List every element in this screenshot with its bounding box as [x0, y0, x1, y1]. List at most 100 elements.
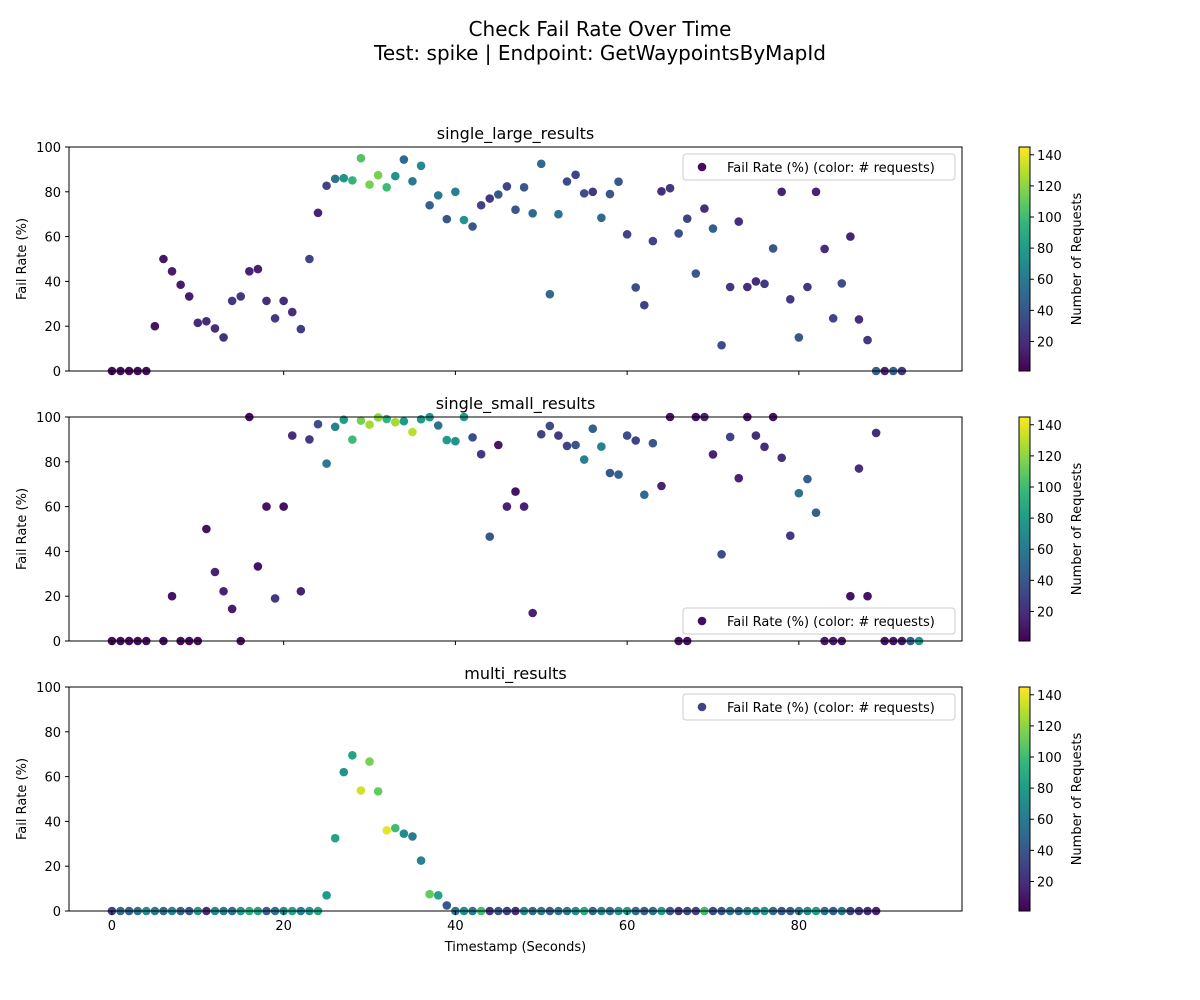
colorbar-tick-label: 140 — [1037, 419, 1062, 434]
plot-frame — [68, 686, 963, 912]
data-point — [691, 269, 701, 278]
legend-box — [682, 153, 956, 181]
data-point — [579, 455, 589, 464]
data-point — [605, 189, 615, 199]
data-point — [588, 187, 598, 197]
legend: Fail Rate (%) (color: # requests) — [682, 607, 956, 635]
data-point — [296, 586, 306, 596]
colorbar: 20 40 60 80 100 120 140 Number of Requests — [1018, 686, 1085, 912]
data-point — [313, 419, 323, 429]
colorbar-tick-label: 80 — [1037, 512, 1054, 527]
data-point — [184, 292, 194, 301]
legend-box — [682, 607, 956, 635]
data-point — [245, 267, 254, 276]
data-point — [725, 282, 735, 292]
data-point — [167, 267, 177, 276]
colorbar: 20 40 60 80 100 120 140 Number of Requests — [1018, 416, 1085, 642]
data-point — [348, 751, 357, 760]
data-point — [536, 429, 546, 439]
colorbar-tick-label: 100 — [1037, 751, 1062, 766]
plot-frame — [68, 146, 963, 372]
colorbar-gradient — [1018, 686, 1031, 912]
data-point — [262, 296, 271, 306]
data-point — [846, 232, 855, 241]
data-point — [648, 438, 658, 448]
data-point — [554, 209, 563, 219]
colorbar-tick-label: 120 — [1037, 180, 1062, 195]
data-point — [287, 307, 297, 317]
colorbar-tick-label: 140 — [1037, 149, 1062, 164]
legend-marker — [697, 616, 707, 626]
data-point — [296, 324, 306, 334]
y-tick-label: 40 — [44, 545, 61, 560]
y-tick-label: 40 — [44, 275, 61, 290]
data-point — [176, 280, 185, 290]
data-point — [219, 333, 228, 342]
legend-marker — [697, 702, 707, 712]
data-point — [425, 889, 434, 899]
y-tick-label: 60 — [44, 231, 61, 246]
data-point — [150, 321, 160, 331]
data-point — [828, 314, 838, 323]
panel-single-large-results: single_large_results 0 20 40 60 80 100 Fail Rat… — [15, 124, 1085, 380]
data-point — [494, 440, 503, 450]
y-tick-label: 40 — [44, 815, 61, 830]
data-point — [451, 187, 460, 197]
data-point — [382, 183, 392, 192]
data-point — [717, 340, 726, 350]
data-point — [545, 421, 555, 431]
plot-frame — [68, 416, 963, 642]
data-point — [373, 787, 383, 796]
panels: single_large_results 0 20 40 60 80 100 Fail Rat… — [15, 124, 1085, 955]
data-point — [210, 324, 220, 333]
panel-title: single_small_results — [436, 394, 596, 414]
colorbar-tick-label: 20 — [1037, 605, 1054, 620]
data-point — [279, 296, 288, 306]
data-point — [640, 300, 649, 310]
x-axis-label: Timestamp (Seconds) — [444, 940, 586, 955]
data-point — [330, 422, 340, 432]
data-point — [605, 468, 615, 478]
data-point — [811, 187, 821, 197]
data-point — [571, 440, 580, 450]
data-point — [777, 187, 786, 197]
data-point — [631, 283, 641, 292]
data-point — [622, 431, 632, 440]
colorbar-tick-label: 120 — [1037, 720, 1062, 735]
data-point — [562, 177, 572, 186]
panel-title: single_large_results — [437, 124, 595, 144]
data-point — [476, 200, 486, 210]
data-point — [279, 502, 288, 511]
data-point — [399, 829, 409, 839]
data-point — [390, 823, 400, 833]
chart-title: Check Fail Rate Over Time — [469, 17, 732, 41]
data-point — [339, 173, 349, 183]
colorbar-gradient — [1018, 416, 1031, 642]
colorbar-tick-label: 100 — [1037, 481, 1062, 496]
data-point — [202, 316, 211, 326]
data-point — [210, 567, 220, 577]
panel-single-small-results: single_small_results 0 20 40 60 80 100 Fail Rat… — [15, 394, 1085, 650]
data-point — [356, 153, 366, 163]
data-point — [408, 832, 417, 841]
data-point — [511, 487, 520, 496]
legend-label: Fail Rate (%) (color: # requests) — [727, 615, 935, 630]
data-point — [287, 431, 297, 440]
scatter-points — [107, 153, 907, 376]
data-point — [511, 205, 520, 215]
colorbar-label: Number of Requests — [1070, 462, 1085, 595]
data-point — [708, 224, 718, 233]
data-point — [390, 417, 400, 427]
colorbar-tick-label: 40 — [1037, 304, 1054, 319]
data-point — [348, 435, 357, 444]
data-point — [863, 591, 872, 601]
colorbar-tick-label: 60 — [1037, 273, 1054, 288]
data-point — [390, 171, 400, 181]
x-tick-label: 60 — [619, 919, 636, 934]
data-point — [399, 155, 409, 164]
legend-marker — [697, 162, 707, 172]
data-point — [785, 531, 795, 541]
data-point — [519, 502, 529, 511]
data-point — [485, 194, 495, 203]
data-point — [562, 441, 572, 451]
